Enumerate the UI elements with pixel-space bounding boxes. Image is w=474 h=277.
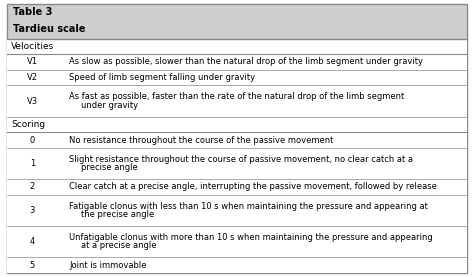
Text: Joint is immovable: Joint is immovable	[69, 261, 146, 270]
Text: As slow as possible, slower than the natural drop of the limb segment under grav: As slow as possible, slower than the nat…	[69, 57, 423, 66]
Bar	[7, 54, 467, 70]
Text: No resistance throughout the course of the passive movement: No resistance throughout the course of t…	[69, 135, 334, 145]
Text: 5: 5	[30, 261, 35, 270]
Text: Slight resistance throughout the course of passive movement, no clear catch at a: Slight resistance throughout the course …	[69, 155, 413, 164]
Text: Table 3: Table 3	[13, 7, 52, 17]
Bar	[7, 4, 467, 39]
Bar	[7, 257, 467, 273]
Text: 4: 4	[30, 237, 35, 246]
Text: 3: 3	[30, 206, 35, 215]
Text: Scoring: Scoring	[11, 120, 45, 129]
Text: Tardieu scale: Tardieu scale	[13, 24, 85, 34]
Bar	[7, 132, 467, 148]
Text: V3: V3	[27, 96, 38, 106]
Text: Fatigable clonus with less than 10 s when maintaining the pressure and appearing: Fatigable clonus with less than 10 s whe…	[69, 202, 428, 211]
Text: 0: 0	[30, 135, 35, 145]
Text: 2: 2	[30, 183, 35, 191]
Text: Velocities: Velocities	[11, 42, 54, 51]
Bar	[7, 117, 467, 132]
Text: V1: V1	[27, 57, 38, 66]
Bar	[7, 70, 467, 85]
Text: Unfatigable clonus with more than 10 s when maintaining the pressure and appeari: Unfatigable clonus with more than 10 s w…	[69, 233, 433, 242]
Text: 1: 1	[30, 159, 35, 168]
Text: the precise angle: the precise angle	[81, 210, 154, 219]
Bar	[7, 39, 467, 54]
Text: at a precise angle: at a precise angle	[81, 241, 156, 250]
Text: V2: V2	[27, 73, 38, 82]
Text: Clear catch at a precise angle, interrupting the passive movement, followed by r: Clear catch at a precise angle, interrup…	[69, 183, 437, 191]
Bar	[7, 179, 467, 195]
Text: As fast as possible, faster than the rate of the natural drop of the limb segmen: As fast as possible, faster than the rat…	[69, 93, 404, 101]
Bar	[7, 195, 467, 226]
Bar	[7, 85, 467, 117]
Text: Speed of limb segment falling under gravity: Speed of limb segment falling under grav…	[69, 73, 255, 82]
Bar	[7, 148, 467, 179]
Bar	[7, 226, 467, 257]
Text: under gravity: under gravity	[81, 101, 138, 110]
Text: precise angle: precise angle	[81, 163, 138, 172]
